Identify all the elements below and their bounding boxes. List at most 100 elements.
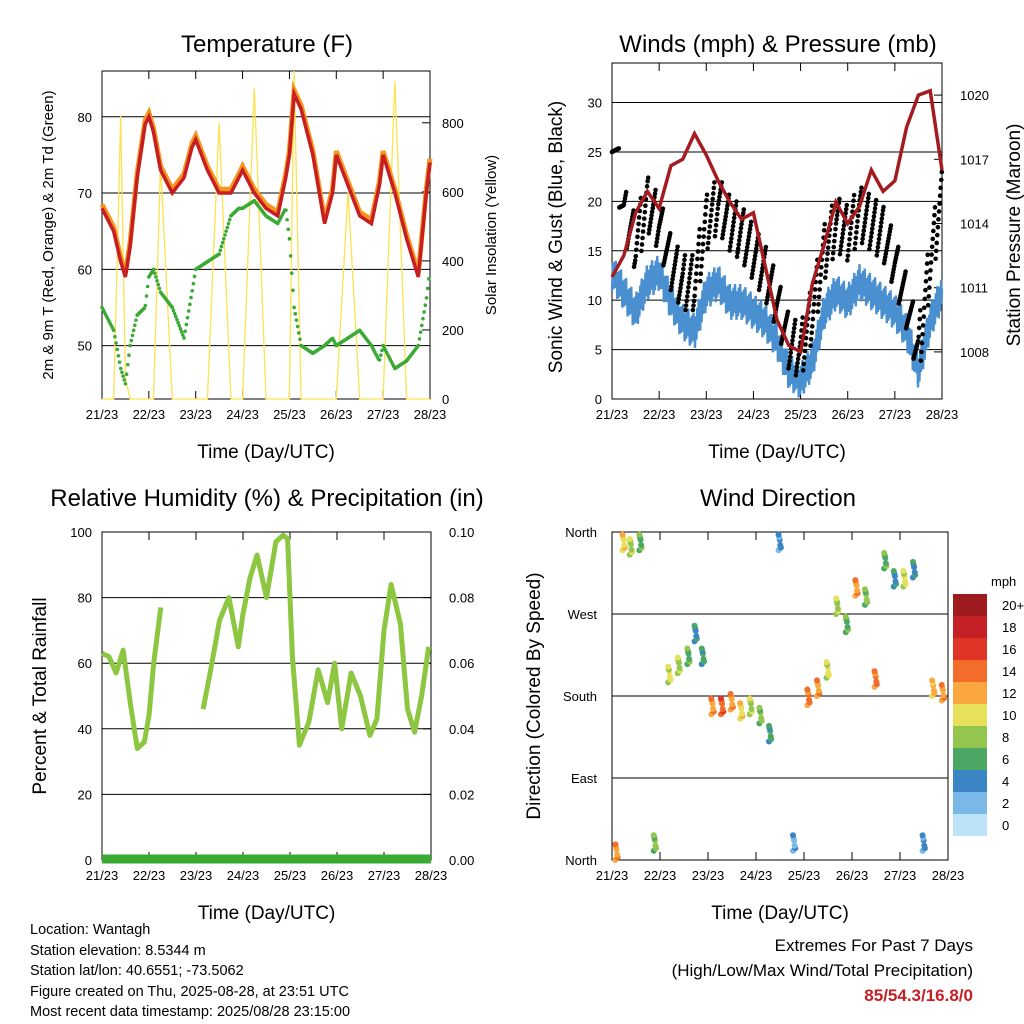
gust-point bbox=[717, 190, 723, 196]
dewpoint-point bbox=[223, 233, 227, 237]
gust-point bbox=[655, 232, 661, 238]
dewpoint-point bbox=[133, 323, 137, 328]
gust-point bbox=[686, 280, 692, 285]
x-axis-label: Time (Day/UTC) bbox=[708, 442, 846, 463]
x-tick-label: 23/23 bbox=[690, 407, 723, 422]
gust-point bbox=[727, 248, 732, 253]
direction-point bbox=[825, 669, 832, 676]
direction-point bbox=[652, 842, 659, 849]
y-right-tick-label: 1017 bbox=[960, 152, 989, 167]
colorbar-label: 4 bbox=[1002, 774, 1009, 789]
gust-point bbox=[636, 221, 641, 227]
series-pressure bbox=[610, 88, 944, 355]
direction-point bbox=[919, 832, 926, 839]
gust-point bbox=[692, 293, 697, 299]
gust-point bbox=[787, 354, 793, 360]
y-tick-label: 80 bbox=[78, 110, 92, 125]
dewpoint-point bbox=[427, 277, 431, 281]
dewpoint-point bbox=[171, 308, 176, 313]
gust-point bbox=[863, 216, 868, 221]
gust-point bbox=[935, 224, 941, 230]
dewpoint-point bbox=[226, 221, 231, 226]
gust-point bbox=[729, 236, 734, 241]
direction-point bbox=[700, 655, 707, 662]
gust-point bbox=[699, 264, 704, 269]
gust-point bbox=[712, 233, 718, 239]
direction-point bbox=[738, 710, 745, 717]
gust-point bbox=[648, 220, 653, 225]
extremes-values: 85/54.3/16.8/0 bbox=[864, 986, 973, 1005]
gust-point bbox=[677, 292, 682, 298]
gust-point bbox=[931, 220, 937, 226]
gust-point bbox=[647, 223, 653, 229]
gust-point bbox=[875, 248, 880, 254]
gust-point bbox=[878, 220, 884, 225]
gust-point bbox=[850, 203, 856, 209]
gust-point bbox=[934, 232, 940, 238]
gust-point bbox=[841, 227, 846, 232]
y-tick-label: South bbox=[563, 689, 597, 704]
gust-point bbox=[932, 212, 937, 218]
gust-point bbox=[939, 169, 945, 175]
gust-point bbox=[723, 210, 729, 216]
direction-point bbox=[892, 578, 899, 585]
x-tick-label: 28/23 bbox=[926, 407, 959, 422]
y-tick-label: 10 bbox=[588, 293, 602, 308]
direction-point bbox=[621, 542, 628, 549]
x-tick-label: 26/23 bbox=[321, 868, 354, 883]
gust-point bbox=[738, 225, 744, 231]
gust-point bbox=[709, 202, 715, 207]
y-axis-label: 2m & 9m T (Red, Orange) & 2m Td (Green) bbox=[40, 90, 57, 379]
gust-point bbox=[673, 258, 678, 264]
gust-point bbox=[740, 210, 746, 216]
gust-point bbox=[868, 234, 874, 240]
gust-point bbox=[710, 191, 716, 196]
gust-point bbox=[838, 243, 844, 249]
gust-point bbox=[682, 257, 687, 263]
gust-point bbox=[668, 287, 674, 293]
gust-point bbox=[693, 271, 699, 276]
gust-point bbox=[634, 240, 640, 246]
dewpoint-point bbox=[170, 305, 175, 310]
y-tick-label: North bbox=[565, 853, 597, 868]
gust-point bbox=[723, 214, 729, 219]
gust-point bbox=[645, 179, 650, 184]
gust-point bbox=[847, 231, 853, 237]
dewpoint-point bbox=[420, 323, 424, 328]
gust-point bbox=[731, 215, 737, 221]
gust-point bbox=[735, 246, 741, 251]
direction-point bbox=[789, 832, 796, 839]
gust-point bbox=[928, 268, 933, 273]
dewpoint-point bbox=[154, 275, 158, 279]
x-tick-label: 28/23 bbox=[415, 868, 448, 883]
gust-point bbox=[701, 234, 706, 239]
gust-point bbox=[838, 247, 843, 253]
gust-point bbox=[702, 219, 708, 225]
gust-point bbox=[633, 253, 639, 259]
gust-point bbox=[926, 294, 932, 299]
gust-point bbox=[647, 227, 652, 233]
gust-point bbox=[929, 244, 935, 250]
direction-point bbox=[902, 578, 909, 585]
gust-point bbox=[878, 224, 884, 230]
colorbar-label: 10 bbox=[1002, 708, 1016, 723]
direction-point bbox=[854, 587, 861, 594]
gust-point bbox=[699, 256, 705, 262]
gust-point bbox=[876, 240, 881, 246]
direction-point bbox=[911, 569, 918, 576]
colorbar-swatch bbox=[953, 616, 987, 638]
gust-point bbox=[881, 204, 886, 210]
x-tick-label: 25/23 bbox=[274, 868, 307, 883]
x-tick-label: 25/23 bbox=[273, 407, 306, 422]
direction-point bbox=[638, 542, 645, 549]
gust-point bbox=[728, 240, 734, 245]
gust-point bbox=[691, 303, 696, 308]
gust-point bbox=[752, 257, 757, 262]
dewpoint-point bbox=[424, 296, 429, 300]
gust-point bbox=[824, 257, 830, 262]
gust-point bbox=[916, 325, 922, 331]
gust-point bbox=[642, 209, 648, 215]
dewpoint-point bbox=[377, 358, 382, 362]
gust-point bbox=[652, 191, 658, 196]
dewpoint-point bbox=[293, 312, 298, 316]
